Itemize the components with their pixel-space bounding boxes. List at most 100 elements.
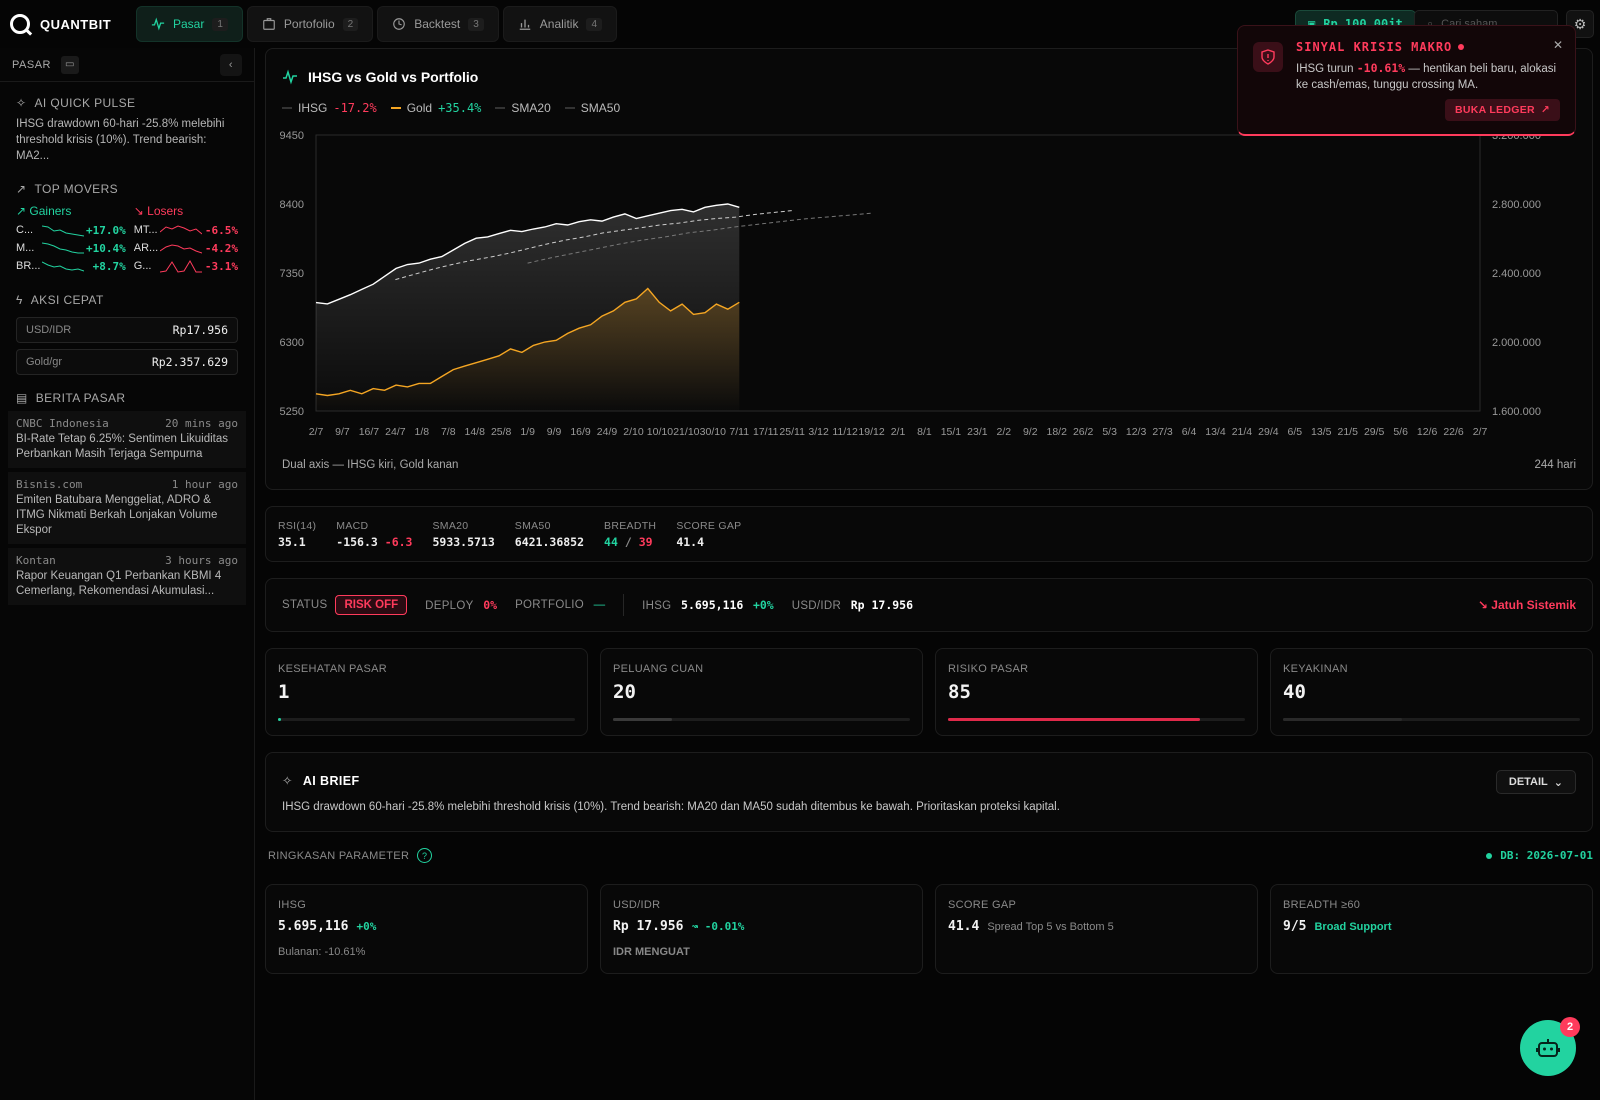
news-item[interactable]: Kontan 3 hours ago Rapor Keuangan Q1 Perb…	[8, 548, 246, 605]
open-ledger-button[interactable]: BUKA LEDGER ↗	[1444, 99, 1560, 121]
systemic-signal: ↘ Jatuh Sistemik	[1477, 598, 1576, 612]
x-tick: 11/12	[832, 426, 858, 438]
section-label: TOP MOVERS	[34, 182, 119, 196]
param-sub: Bulanan: -10.61%	[278, 946, 366, 958]
metric-label: PELUANG CUAN	[613, 663, 704, 675]
activity-icon	[151, 17, 165, 31]
indicator-label: RSI(14)	[278, 519, 317, 532]
x-tick: 2/7	[309, 426, 324, 438]
metric-value: 1	[278, 681, 290, 703]
status-strip: STATUS RISK OFF DEPLOY 0% PORTFOLIO — IHS…	[265, 578, 1593, 632]
bot-icon	[1536, 1039, 1560, 1057]
alert-body: IHSG turun -10.61% — hentikan beli baru,…	[1296, 60, 1564, 93]
tab-label: Pasar	[173, 17, 205, 31]
x-tick: 21/10	[673, 426, 699, 438]
indicator-label: SCORE GAP	[676, 519, 742, 532]
metric-conviction: KEYAKINAN 40	[1270, 648, 1593, 736]
y-tick-left: 9450	[280, 130, 304, 142]
losers-header: ↘ Losers	[133, 204, 184, 218]
tab-backtest[interactable]: Backtest 3	[377, 6, 499, 42]
indicator-label: MACD	[336, 519, 369, 532]
quick-gold[interactable]: Gold/gr Rp2.357.629	[16, 349, 238, 375]
usd-label: USD/IDR	[791, 600, 842, 612]
wallet-icon: ▣	[1308, 17, 1316, 31]
x-tick: 23/1	[967, 426, 988, 438]
tab-analitik[interactable]: Analitik 4	[502, 6, 618, 42]
chart-title-text: IHSG vs Gold vs Portfolio	[308, 69, 479, 85]
activity-icon	[283, 69, 297, 85]
news-item[interactable]: CNBC Indonesia 20 mins ago BI-Rate Tetap …	[8, 411, 246, 468]
price-chart[interactable]: 945084007350630052503.200.0002.800.0002.…	[266, 49, 1594, 491]
mover-pct: +8.7%	[92, 259, 126, 273]
indicator-label: BREADTH	[604, 519, 657, 532]
x-tick: 2/1	[891, 426, 906, 438]
mover-row[interactable]: M... +10.4%	[16, 239, 126, 257]
status-label: STATUS	[282, 599, 328, 611]
metric-label: KEYAKINAN	[1283, 663, 1348, 675]
param-ihsg: IHSG 5.695,116 +0% Bulanan: -10.61%	[265, 884, 588, 974]
metric-value: 20	[613, 681, 636, 703]
param-label: IHSG	[278, 899, 307, 911]
wallet-icon[interactable]: ▭	[60, 55, 79, 74]
brand-logo[interactable]: QUANTBIT	[0, 14, 130, 34]
news-item[interactable]: Bisnis.com 1 hour ago Emiten Batubara Men…	[8, 472, 246, 544]
x-tick: 12/6	[1417, 426, 1438, 438]
mover-row[interactable]: AR... -4.2%	[134, 239, 238, 257]
x-tick: 26/2	[1073, 426, 1094, 438]
x-tick: 25/11	[779, 426, 805, 438]
portfolio-group: PORTFOLIO —	[515, 599, 605, 611]
chart-title: IHSG vs Gold vs Portfolio	[282, 69, 478, 85]
ticker: BR...	[16, 260, 40, 272]
brief-text: IHSG drawdown 60-hari -25.8% melebihi th…	[282, 801, 1060, 813]
indicator-breadth: BREADTH 44 / 39	[604, 520, 656, 549]
indicator-label: SMA50	[514, 519, 551, 532]
mover-row[interactable]: C... +17.0%	[16, 221, 126, 239]
tab-portofolio[interactable]: Portofolio 2	[246, 6, 374, 42]
x-tick: 9/9	[547, 426, 562, 438]
close-alert-button[interactable]: ✕	[1553, 38, 1563, 52]
tab-pasar[interactable]: Pasar 1	[136, 6, 243, 42]
metric-market-health: KESEHATAN PASAR 1	[265, 648, 588, 736]
y-tick-left: 8400	[280, 199, 304, 211]
param-score-gap: SCORE GAP 41.4 Spread Top 5 vs Bottom 5	[935, 884, 1258, 974]
collapse-sidebar-button[interactable]: ‹	[220, 53, 242, 76]
legend-name: SMA50	[580, 101, 621, 115]
x-tick: 5/3	[1102, 426, 1117, 438]
x-tick: 8/1	[917, 426, 932, 438]
mover-row[interactable]: BR... +8.7%	[16, 257, 126, 275]
alert-body-value: -10.61%	[1356, 61, 1406, 75]
metric-fill	[613, 718, 673, 721]
legend-gold[interactable]: Gold +35.4%	[390, 101, 481, 115]
legend-ihsg[interactable]: IHSG -17.2%	[282, 101, 377, 115]
gainers-column: ↗ Gainers C... +17.0% M... +10.4% BR... +8.…	[16, 204, 126, 275]
quick-usd-idr[interactable]: USD/IDR Rp17.956	[16, 317, 238, 343]
ticker: M...	[16, 242, 35, 254]
sparkles-icon: ✧	[16, 96, 27, 110]
y-tick-left: 5250	[280, 406, 304, 418]
ihsg-group: IHSG 5.695,116 +0%	[642, 598, 774, 612]
x-tick: 13/4	[1205, 426, 1226, 438]
param-sub: IDR MENGUAT	[613, 946, 690, 958]
sparkles-icon: ✧	[282, 774, 293, 788]
x-tick: 9/7	[335, 426, 350, 438]
mover-row[interactable]: MT... -6.5%	[134, 221, 238, 239]
metric-fill	[278, 718, 281, 721]
legend-sma20[interactable]: SMA20	[495, 101, 551, 115]
indicator-value: 35.1	[278, 534, 306, 549]
news-time: 1 hour ago	[171, 478, 238, 491]
x-tick: 1/9	[520, 426, 535, 438]
sparkline	[42, 225, 84, 237]
news-source: CNBC Indonesia	[16, 417, 109, 430]
legend-sma50[interactable]: SMA50	[564, 101, 621, 115]
ai-brief-card: ✧ AI BRIEF DETAIL ⌄ IHSG drawdown 60-har…	[265, 752, 1593, 832]
brief-title-text: AI BRIEF	[302, 773, 360, 788]
metric-market-risk: RISIKO PASAR 85	[935, 648, 1258, 736]
help-icon[interactable]: ?	[417, 848, 433, 863]
zap-icon: ϟ	[16, 293, 23, 307]
mover-row[interactable]: G... -3.1%	[134, 257, 238, 275]
detail-button[interactable]: DETAIL ⌄	[1495, 770, 1576, 794]
x-tick: 30/10	[700, 426, 726, 438]
tab-badge: 1	[212, 17, 228, 31]
series-gold	[315, 287, 740, 397]
indicator-value: 6421.36852	[514, 534, 585, 549]
